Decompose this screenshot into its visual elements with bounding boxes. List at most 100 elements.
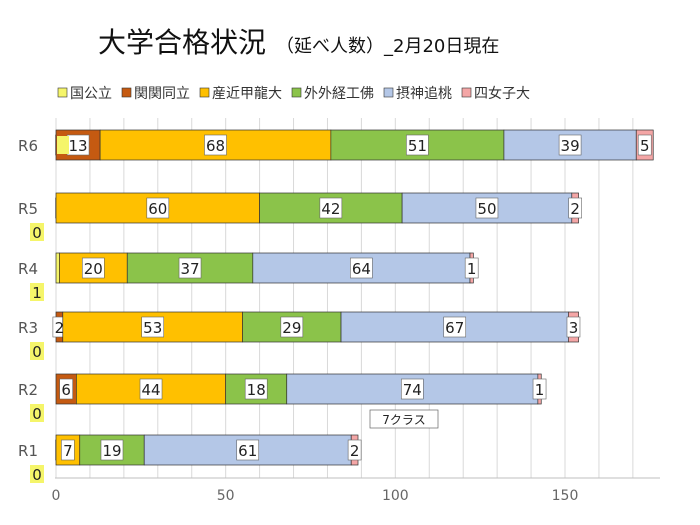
x-tick-label: 100 xyxy=(382,488,409,504)
bar-rect xyxy=(55,252,60,284)
data-label: 44 xyxy=(139,378,163,400)
data-label-box xyxy=(178,257,202,279)
data-label-text: 68 xyxy=(206,137,225,155)
data-label-text: 5 xyxy=(640,137,650,155)
category-label: R6 xyxy=(18,137,38,155)
data-label-box xyxy=(100,439,124,461)
kokkouritsu-label: 1 xyxy=(30,283,44,302)
bar-segment: 18 xyxy=(225,373,288,405)
data-label-text: 37 xyxy=(180,260,199,278)
kokkouritsu-label: 0 xyxy=(30,465,44,484)
data-label-text: 64 xyxy=(352,260,371,278)
data-label-text: 7 xyxy=(63,442,73,460)
bar-segment: 37 xyxy=(126,252,254,284)
data-label: 13 xyxy=(66,134,90,156)
data-label: 29 xyxy=(280,316,304,338)
data-label: 50 xyxy=(475,197,499,219)
category-axis: R6 R5 R4 R3 R2 R1 xyxy=(18,137,38,460)
bar-segment: 68 xyxy=(99,129,332,161)
data-label-text: 3 xyxy=(569,319,579,337)
data-label-box xyxy=(566,316,581,338)
data-label-box xyxy=(464,257,479,279)
data-label: 6 xyxy=(59,378,73,400)
bar-segment: 2 xyxy=(347,434,362,466)
kokkouritsu-label: 0 xyxy=(30,223,44,242)
bar-segment: 67 xyxy=(340,311,569,343)
data-label: 61 xyxy=(236,439,260,461)
legend-swatch xyxy=(199,87,210,98)
data-label: 2 xyxy=(568,197,582,219)
bar-segment: 39 xyxy=(503,129,637,161)
kokkouritsu-label xyxy=(57,136,69,154)
x-tick-label: 150 xyxy=(552,488,579,504)
bar-segment: 20 xyxy=(59,252,128,284)
data-label-text: 6 xyxy=(61,381,71,399)
legend-item: 外外経工佛 xyxy=(291,86,374,102)
data-label-box xyxy=(400,378,424,400)
data-label-box xyxy=(141,316,165,338)
chart-title-group: 大学合格状況 （延べ人数）_2月20日現在 xyxy=(98,26,499,59)
legend-item: 四女子大 xyxy=(461,85,530,102)
bar-segment: 74 xyxy=(286,373,539,405)
data-label: 3 xyxy=(566,316,581,338)
category-label: R1 xyxy=(18,442,38,460)
kokkouritsu-label-box xyxy=(30,223,44,241)
x-tick-label: 50 xyxy=(217,488,235,504)
kokkouritsu-label-text: 0 xyxy=(32,466,42,484)
data-label-box xyxy=(244,378,268,400)
kokkouritsu-label-text: 0 xyxy=(32,405,42,423)
data-label-text: 44 xyxy=(141,381,160,399)
annotation: 7クラス xyxy=(369,409,439,429)
data-label: 20 xyxy=(82,257,105,279)
data-label-box xyxy=(204,134,227,156)
legend-item: 摂神追桃 xyxy=(383,86,452,102)
kokkouritsu-label-box xyxy=(30,465,44,483)
data-label: 37 xyxy=(178,257,202,279)
data-label-text: 74 xyxy=(403,381,422,399)
category-label: R5 xyxy=(18,200,38,218)
kokkouritsu-label: 0 xyxy=(30,404,44,423)
legend-label: 外外経工佛 xyxy=(304,86,374,102)
data-label: 5 xyxy=(637,134,652,156)
data-label: 7 xyxy=(61,439,75,461)
bar-segment: 42 xyxy=(259,192,403,224)
annotation-box xyxy=(369,409,439,429)
legend-label: 摂神追桃 xyxy=(396,86,452,102)
data-label-box xyxy=(475,197,499,219)
data-label-text: 18 xyxy=(247,381,266,399)
bar-segment: 61 xyxy=(143,434,352,466)
data-label: 2 xyxy=(347,439,362,461)
annotation-text: 7クラス xyxy=(382,413,425,427)
data-label-box xyxy=(59,378,73,400)
legend-item: 産近甲龍大 xyxy=(199,85,282,102)
data-label-text: 51 xyxy=(408,137,427,155)
x-axis: 0 50 100 150 xyxy=(52,488,579,504)
legend-swatch xyxy=(57,87,68,98)
data-label-box xyxy=(146,197,170,219)
data-label-box xyxy=(568,197,582,219)
data-label-box xyxy=(637,134,652,156)
kokkouritsu-label-text: 1 xyxy=(32,284,42,302)
data-label-text: 53 xyxy=(143,319,162,337)
chart-subtitle: （延べ人数）_2月20日現在 xyxy=(276,36,499,57)
data-label-text: 2 xyxy=(570,200,580,218)
data-label-box xyxy=(406,134,429,156)
data-label-text: 1 xyxy=(535,381,545,399)
data-label-text: 29 xyxy=(282,319,301,337)
category-label: R3 xyxy=(18,319,38,337)
bar-segment: 19 xyxy=(79,434,145,466)
data-label-text: 2 xyxy=(55,319,65,337)
kokkouritsu-label-box xyxy=(30,342,44,360)
data-label-box xyxy=(280,316,304,338)
bar-segment: 51 xyxy=(330,129,505,161)
legend-label: 関関同立 xyxy=(134,86,190,102)
data-label-text: 20 xyxy=(84,260,103,278)
data-label-box xyxy=(558,134,582,156)
data-label-box xyxy=(532,378,547,400)
data-label-box xyxy=(82,257,105,279)
data-label-box xyxy=(347,439,362,461)
data-label: 60 xyxy=(146,197,170,219)
x-tick-label: 0 xyxy=(52,488,61,504)
data-label: 74 xyxy=(400,378,424,400)
